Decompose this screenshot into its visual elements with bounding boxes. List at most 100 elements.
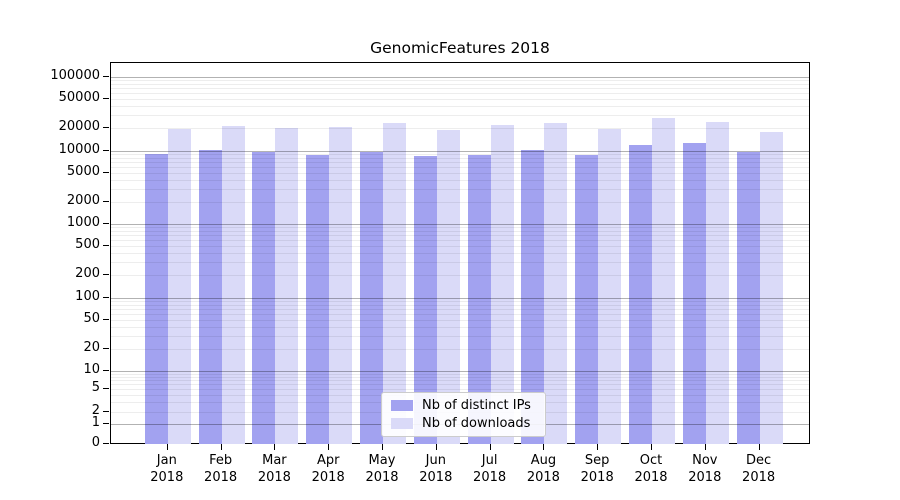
x-tick-label: Jun 2018	[419, 453, 453, 485]
gridline-minor	[111, 84, 809, 86]
y-tick	[103, 388, 109, 389]
x-tick-label: Sep 2018	[580, 453, 614, 485]
y-tick-label: 10	[83, 362, 100, 377]
y-tick-label: 100	[75, 288, 100, 304]
y-tick	[103, 171, 109, 173]
x-tick-label: Aug 2018	[526, 453, 560, 485]
x-tick-label: Jul 2018	[473, 453, 507, 485]
y-tick	[103, 76, 109, 77]
y-tick-label: 2	[91, 403, 100, 418]
y-tick-label: 20	[83, 339, 100, 355]
bar-distinct-ips	[736, 152, 760, 444]
x-tick-label: Nov 2018	[688, 453, 722, 485]
x-tick-label: Dec 2018	[742, 453, 776, 485]
y-tick	[103, 296, 109, 298]
y-tick	[103, 318, 109, 320]
gridline-minor	[111, 99, 809, 101]
gridline-major	[111, 224, 809, 225]
x-tick	[597, 444, 599, 450]
gridline-minor	[111, 235, 809, 237]
gridline-minor	[111, 380, 809, 382]
gridline-minor	[111, 376, 809, 378]
legend-swatch-downloads	[391, 417, 413, 429]
y-tick	[103, 127, 109, 129]
bar-downloads	[652, 117, 675, 444]
x-tick	[704, 444, 706, 450]
gridline-minor	[111, 115, 809, 117]
bar-distinct-ips	[575, 154, 599, 444]
bar-distinct-ips	[306, 154, 330, 444]
bar-downloads	[544, 123, 568, 444]
y-tick	[103, 245, 109, 247]
y-tick	[103, 347, 109, 349]
bar-distinct-ips	[198, 150, 222, 444]
gridline-minor	[111, 172, 809, 174]
legend-entry-downloads: Nb of downloads	[391, 416, 536, 431]
bar-distinct-ips	[360, 151, 383, 444]
gridline-minor	[111, 348, 809, 350]
gridline-minor	[111, 304, 809, 306]
x-tick	[758, 444, 760, 450]
gridline-minor	[111, 153, 809, 155]
bar-downloads	[759, 131, 783, 444]
gridline-minor	[111, 188, 809, 190]
gridline-minor	[111, 106, 809, 108]
bar-distinct-ips	[413, 156, 437, 444]
gridline-minor	[111, 179, 809, 181]
bar-distinct-ips	[467, 154, 491, 444]
bar-downloads	[275, 127, 299, 444]
gridline-minor	[111, 262, 809, 264]
legend-label-downloads: Nb of downloads	[422, 415, 531, 431]
y-tick	[103, 200, 109, 202]
y-tick-label: 1	[91, 415, 100, 430]
bar-downloads	[221, 126, 245, 444]
gridline-minor	[111, 161, 809, 163]
gridline-minor	[111, 326, 809, 328]
bar-downloads	[598, 129, 622, 444]
gridline-minor	[111, 201, 809, 203]
x-tick	[651, 444, 652, 450]
y-tick-label: 20000	[58, 119, 100, 135]
y-tick-label: 1000	[66, 215, 100, 230]
gridline-minor	[111, 308, 809, 310]
y-tick-label: 5000	[66, 163, 100, 179]
gridline-major	[111, 371, 809, 372]
gridline-minor	[111, 300, 809, 302]
x-tick	[435, 444, 437, 450]
bar-distinct-ips	[252, 152, 276, 444]
x-tick	[382, 444, 383, 450]
y-tick	[103, 274, 109, 276]
gridline-minor	[111, 319, 809, 321]
y-tick	[103, 443, 109, 444]
bar-downloads	[705, 121, 729, 444]
bar-downloads	[383, 123, 406, 444]
gridline-minor	[111, 313, 809, 315]
y-tick-label: 5	[91, 380, 100, 395]
bar-distinct-ips	[521, 150, 545, 444]
legend-entry-distinct-ips: Nb of distinct IPs	[391, 398, 536, 413]
y-tick	[103, 149, 109, 151]
gridline-minor	[111, 335, 809, 337]
gridline-minor	[111, 253, 809, 255]
x-tick-label: Oct 2018	[634, 453, 668, 485]
x-tick	[489, 444, 491, 450]
gridline-minor	[111, 240, 809, 242]
chart-title: GenomicFeatures 2018	[370, 39, 550, 57]
y-tick-label: 50000	[58, 90, 100, 106]
legend: Nb of distinct IPs Nb of downloads	[381, 392, 546, 437]
x-tick-label: Apr 2018	[311, 453, 345, 485]
gridline-minor	[111, 227, 809, 229]
gridline-minor	[111, 373, 809, 375]
x-tick	[220, 444, 222, 450]
y-tick-label: 200	[75, 266, 100, 282]
x-tick	[166, 444, 168, 450]
bar-downloads	[436, 129, 460, 444]
x-tick-label: May 2018	[365, 453, 399, 485]
gridline-minor	[111, 157, 809, 159]
x-tick-label: Mar 2018	[257, 453, 291, 485]
y-tick-label: 100000	[50, 68, 100, 83]
gridline-minor	[111, 128, 809, 130]
bar-distinct-ips	[629, 145, 652, 444]
gridline-major	[111, 77, 809, 78]
